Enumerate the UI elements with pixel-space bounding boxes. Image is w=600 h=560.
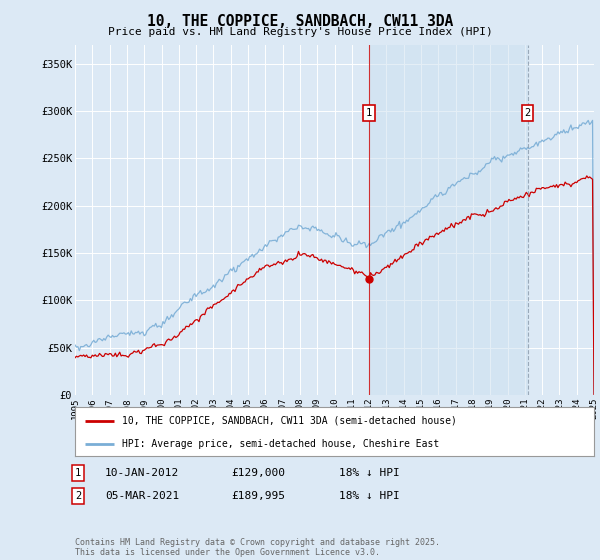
Text: £189,995: £189,995 bbox=[231, 491, 285, 501]
Text: 1: 1 bbox=[75, 468, 81, 478]
Text: Price paid vs. HM Land Registry's House Price Index (HPI): Price paid vs. HM Land Registry's House … bbox=[107, 27, 493, 37]
Text: Contains HM Land Registry data © Crown copyright and database right 2025.
This d: Contains HM Land Registry data © Crown c… bbox=[75, 538, 440, 557]
Text: 2: 2 bbox=[75, 491, 81, 501]
Text: 05-MAR-2021: 05-MAR-2021 bbox=[105, 491, 179, 501]
Text: 2: 2 bbox=[524, 108, 531, 118]
Text: £129,000: £129,000 bbox=[231, 468, 285, 478]
Text: 10-JAN-2012: 10-JAN-2012 bbox=[105, 468, 179, 478]
Text: 18% ↓ HPI: 18% ↓ HPI bbox=[339, 468, 400, 478]
Text: HPI: Average price, semi-detached house, Cheshire East: HPI: Average price, semi-detached house,… bbox=[122, 439, 439, 449]
Text: 1: 1 bbox=[366, 108, 372, 118]
Text: 10, THE COPPICE, SANDBACH, CW11 3DA: 10, THE COPPICE, SANDBACH, CW11 3DA bbox=[147, 14, 453, 29]
Text: 18% ↓ HPI: 18% ↓ HPI bbox=[339, 491, 400, 501]
Text: 10, THE COPPICE, SANDBACH, CW11 3DA (semi-detached house): 10, THE COPPICE, SANDBACH, CW11 3DA (sem… bbox=[122, 416, 457, 426]
Bar bbox=[369, 45, 527, 395]
